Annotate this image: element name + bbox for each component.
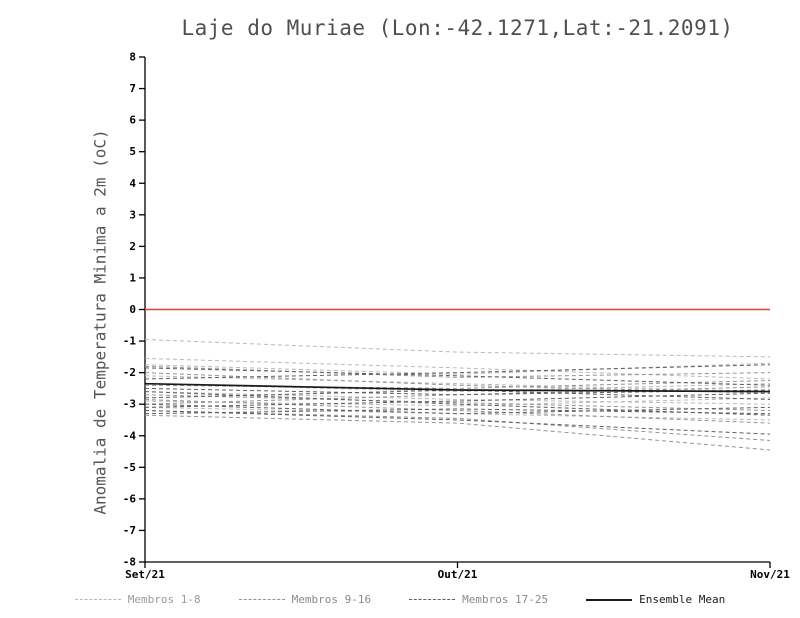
ensemble-member-line xyxy=(144,391,771,416)
x-tick-label: Nov/21 xyxy=(750,568,790,581)
y-tick-label: -3 xyxy=(123,398,136,411)
ensemble-member-line xyxy=(144,364,771,380)
legend-item-ensemble-mean: Ensemble Mean xyxy=(586,593,725,606)
ensemble-member-line xyxy=(144,362,771,375)
y-tick-label: 6 xyxy=(129,114,136,127)
ensemble-member-line xyxy=(144,394,771,411)
y-tick-label: -6 xyxy=(123,492,137,505)
ensemble-member-line xyxy=(144,386,771,405)
y-tick-label: 0 xyxy=(129,303,136,316)
legend-label-membros-17-25: Membros 17-25 xyxy=(462,593,549,606)
x-tick-label: Set/21 xyxy=(125,568,165,581)
legend-item-membros-17-25: Membros 17-25 xyxy=(409,593,548,606)
legend-line-sample-membros-17-25 xyxy=(409,599,456,600)
ensemble-member-line xyxy=(144,389,771,400)
ensemble-member-line xyxy=(144,398,771,424)
ensemble-member-line xyxy=(144,414,771,451)
ensemble-member-line xyxy=(144,408,771,415)
ensemble-member-line xyxy=(144,380,771,389)
y-tick-label: -7 xyxy=(123,524,136,537)
legend: Membros 1-8 Membros 9-16 Membros 17-25 E… xyxy=(0,593,800,606)
ensemble-member-line xyxy=(144,365,771,378)
legend-line-sample-membros-1-8 xyxy=(74,599,121,600)
ensemble-member-line xyxy=(144,397,771,407)
y-tick-label: 3 xyxy=(129,208,136,221)
legend-line-sample-ensemble-mean xyxy=(586,598,633,601)
y-tick-label: -1 xyxy=(123,335,137,348)
legend-label-membros-1-8: Membros 1-8 xyxy=(127,593,201,606)
legend-line-sample-membros-9-16 xyxy=(238,599,285,600)
ensemble-member-line xyxy=(144,375,771,393)
ensemble-member-line xyxy=(144,392,771,408)
y-tick-label: -4 xyxy=(123,429,137,442)
y-tick-label: 1 xyxy=(129,271,136,284)
y-tick-label: -2 xyxy=(123,366,136,379)
chart-title: Laje do Muriae (Lon:-42.1271,Lat:-21.209… xyxy=(181,16,734,40)
ensemble-member-line xyxy=(144,338,771,358)
y-tick-label: 4 xyxy=(129,177,136,190)
y-tick-label: -5 xyxy=(123,461,136,474)
ensemble-member-line xyxy=(144,367,771,386)
y-tick-label: 2 xyxy=(129,240,136,253)
ensemble-member-line xyxy=(144,410,771,441)
y-tick-label: 5 xyxy=(129,145,136,158)
y-tick-label: -8 xyxy=(123,556,136,569)
legend-item-membros-1-8: Membros 1-8 xyxy=(74,593,201,606)
ensemble-member-line xyxy=(144,406,771,421)
legend-item-membros-9-16: Membros 9-16 xyxy=(238,593,372,606)
ensemble-member-line xyxy=(144,391,771,405)
legend-label-ensemble-mean: Ensemble Mean xyxy=(639,593,726,606)
ensemble-member-line xyxy=(144,403,771,415)
y-tick-label: 8 xyxy=(129,51,136,64)
legend-label-membros-9-16: Membros 9-16 xyxy=(291,593,372,606)
x-tick-label: Out/21 xyxy=(438,568,478,581)
y-tick-label: 7 xyxy=(129,82,136,95)
ensemble-member-line xyxy=(144,383,771,393)
ensemble-member-line xyxy=(144,357,771,380)
ensemble-mean-line xyxy=(144,382,771,393)
ensemble-member-line xyxy=(144,410,771,435)
